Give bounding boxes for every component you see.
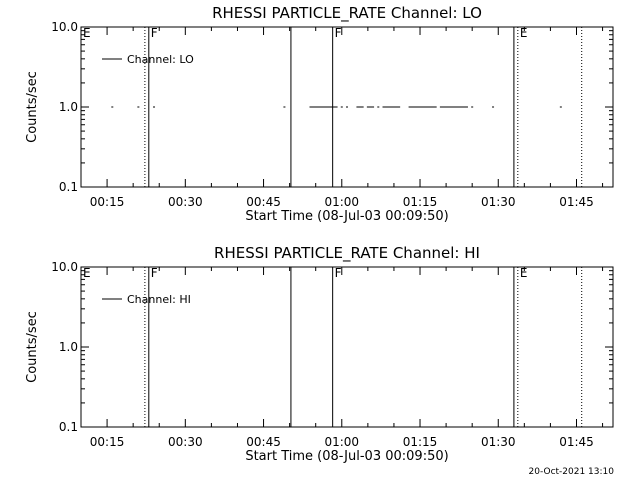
chart-title: RHESSI PARTICLE_RATE Channel: HI [214,244,480,263]
x-tick-label: 00:30 [168,435,203,449]
x-axis-label: Start Time (08-Jul-03 00:09:50) [245,449,448,464]
x-tick-label: 00:15 [90,195,125,209]
event-flag: E [520,266,528,280]
x-tick-label: 01:45 [559,195,594,209]
x-tick-label: 01:45 [559,435,594,449]
x-tick-label: 00:15 [90,435,125,449]
event-flag: E [520,26,528,40]
plot-frame [80,266,614,428]
y-axis-label: Counts/sec [25,71,40,143]
legend-label: Channel: HI [127,293,191,306]
event-flag: F [151,26,158,40]
y-tick-label: 10.0 [51,260,78,274]
y-axis-label: Counts/sec [25,311,40,383]
y-tick-label: 10.0 [51,20,78,34]
footer-timestamp: 20-Oct-2021 13:10 [529,467,615,477]
x-tick-label: 01:30 [481,195,516,209]
event-flag: F [335,266,342,280]
y-tick-label: 0.1 [59,420,78,434]
x-tick-label: 01:00 [324,195,359,209]
x-tick-label: 00:45 [246,195,281,209]
y-tick-label: 1.0 [59,100,78,114]
legend-label: Channel: LO [127,53,194,66]
x-tick-label: 00:45 [246,435,281,449]
event-flag: F [335,26,342,40]
corner-flag: E [83,266,91,280]
x-axis-label: Start Time (08-Jul-03 00:09:50) [245,209,448,224]
x-tick-label: 01:15 [403,195,438,209]
corner-flag: E [83,26,91,40]
x-tick-label: 01:15 [403,435,438,449]
y-tick-label: 0.1 [59,180,78,194]
x-tick-label: 01:30 [481,435,516,449]
chart-title: RHESSI PARTICLE_RATE Channel: LO [212,4,482,23]
x-tick-label: 00:30 [168,195,203,209]
event-flag: F [151,266,158,280]
y-tick-label: 1.0 [59,340,78,354]
x-tick-label: 01:00 [324,435,359,449]
